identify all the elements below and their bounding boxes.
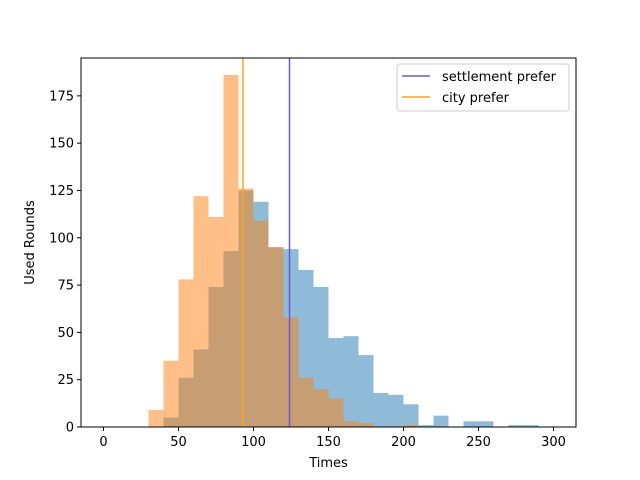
mean-lines-layer <box>242 58 291 427</box>
bar-city-prefer-17 <box>403 425 419 427</box>
bar-city-prefer-4 <box>208 216 224 427</box>
bar-city-prefer-7 <box>253 220 269 427</box>
x-tick-label-250: 250 <box>466 435 491 450</box>
bar-settlement-prefer-13 <box>358 355 374 427</box>
y-tick-label-0: 0 <box>66 421 74 436</box>
x-tick-label-200: 200 <box>391 435 416 450</box>
bar-city-prefer-5 <box>223 75 239 428</box>
bar-settlement-prefer-18 <box>433 415 449 427</box>
legend-box <box>396 63 570 112</box>
x-tick-label-300: 300 <box>541 435 566 450</box>
bar-settlement-prefer-17 <box>418 425 434 427</box>
bar-city-prefer-0 <box>148 409 164 427</box>
y-tick-label-150: 150 <box>49 137 74 152</box>
bar-city-prefer-10 <box>298 377 314 427</box>
bar-city-prefer-13 <box>343 421 359 427</box>
bar-city-prefer-12 <box>328 398 344 427</box>
bar-settlement-prefer-21 <box>478 421 494 427</box>
legend: settlement prefer city prefer <box>396 63 570 112</box>
bar-settlement-prefer-16 <box>403 404 419 427</box>
y-axis-label: Used Rounds <box>23 200 38 285</box>
bar-city-prefer-9 <box>283 317 299 427</box>
bar-settlement-prefer-20 <box>463 421 479 427</box>
y-axis-ticks: 0 25 50 75 100 125 150 175 <box>49 89 81 436</box>
bar-settlement-prefer-23 <box>508 425 524 427</box>
legend-label-city-prefer: city prefer <box>442 91 510 106</box>
x-tick-label-0: 0 <box>99 435 107 450</box>
legend-label-settlement-prefer: settlement prefer <box>442 70 557 85</box>
y-tick-label-175: 175 <box>49 89 74 104</box>
bar-city-prefer-1 <box>163 360 179 427</box>
bar-settlement-prefer-12 <box>343 336 359 427</box>
bar-city-prefer-8 <box>268 247 284 427</box>
y-tick-label-25: 25 <box>57 373 74 388</box>
bar-city-prefer-11 <box>313 389 329 427</box>
bar-city-prefer-6 <box>238 188 254 427</box>
bar-city-prefer-14 <box>358 423 374 427</box>
y-tick-label-75: 75 <box>57 279 74 294</box>
x-tick-label-150: 150 <box>316 435 341 450</box>
x-axis-label: Times <box>308 456 348 471</box>
bar-city-prefer-3 <box>193 196 209 427</box>
bar-settlement-prefer-15 <box>388 394 404 427</box>
y-tick-label-125: 125 <box>49 184 74 199</box>
x-tick-label-50: 50 <box>170 435 187 450</box>
bar-settlement-prefer-14 <box>373 392 389 427</box>
bar-city-prefer-2 <box>178 279 194 427</box>
y-tick-label-100: 100 <box>49 231 74 246</box>
x-axis-ticks: 0 50 100 150 200 250 300 <box>99 427 566 450</box>
bar-settlement-prefer-24 <box>523 425 539 427</box>
x-tick-label-100: 100 <box>241 435 266 450</box>
y-tick-label-50: 50 <box>57 326 74 341</box>
